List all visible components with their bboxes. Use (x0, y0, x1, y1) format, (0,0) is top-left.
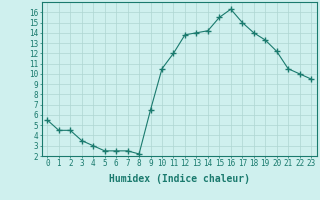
X-axis label: Humidex (Indice chaleur): Humidex (Indice chaleur) (109, 174, 250, 184)
